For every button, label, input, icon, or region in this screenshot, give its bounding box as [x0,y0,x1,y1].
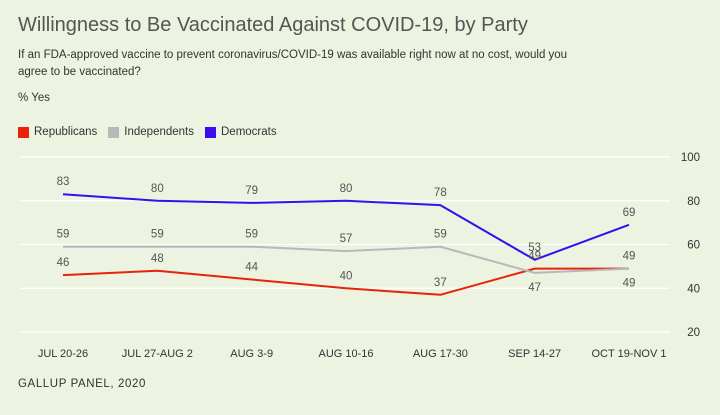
series-line-independents [63,245,630,274]
data-label-republicans-3: 40 [340,270,353,282]
legend-label-democrats: Democrats [221,126,277,138]
legend: Republicans Independents Democrats [18,126,288,138]
series-line-democrats [62,193,630,261]
y-tick-label-40: 40 [687,283,700,295]
y-tick-label-100: 100 [681,152,700,164]
legend-item-democrats: Democrats [205,126,277,138]
x-tick-label-2: AUG 3-9 [230,348,273,360]
data-label-democrats-0: 83 [57,176,70,188]
x-tick-label-4: AUG 17-30 [413,348,468,360]
data-label-republicans-2: 44 [245,262,258,274]
chart-title: Willingness to Be Vaccinated Against COV… [18,14,528,36]
chart-subtitle: If an FDA-approved vaccine to prevent co… [18,49,568,78]
data-label-independents-3: 57 [340,233,353,245]
legend-item-independents: Independents [108,126,194,138]
data-label-independents-1: 59 [151,229,164,241]
unit-label: % Yes [18,92,50,104]
data-label-independents-5: 47 [528,282,541,294]
data-label-republicans-1: 48 [151,253,164,265]
y-tick-label-60: 60 [687,240,700,252]
data-label-republicans-6: 49 [623,251,636,263]
y-tick-label-80: 80 [687,196,700,208]
series-line-republicans [62,267,629,296]
x-tick-label-3: AUG 10-16 [318,348,373,360]
legend-item-republicans: Republicans [18,126,97,138]
data-label-independents-4: 59 [434,229,447,241]
data-label-independents-2: 59 [245,229,258,241]
data-label-democrats-1: 80 [151,183,164,195]
x-tick-label-0: JUL 20-26 [38,348,88,360]
data-label-democrats-6: 69 [623,207,636,219]
legend-swatch-independents [108,126,120,138]
legend-swatch-democrats [205,126,216,138]
data-label-independents-0: 59 [57,229,70,241]
data-label-democrats-3: 80 [340,183,353,195]
data-label-democrats-5: 53 [528,242,541,254]
data-label-republicans-0: 46 [57,257,70,269]
legend-label-independents: Independents [124,126,194,138]
data-label-democrats-2: 79 [245,185,258,197]
x-tick-label-1: JUL 27-AUG 2 [122,348,193,360]
legend-label-republicans: Republicans [34,126,98,138]
data-label-republicans-4: 37 [434,277,447,289]
x-tick-label-6: OCT 19-NOV 1 [592,348,667,360]
data-label-democrats-4: 78 [434,187,447,199]
data-label-republicans-5: 49 [528,251,541,263]
x-tick-label-5: SEP 14-27 [508,348,561,360]
y-tick-label-20: 20 [687,327,700,339]
legend-swatch-republicans [18,126,29,138]
data-label-independents-6: 49 [623,278,636,290]
source-note: GALLUP PANEL, 2020 [18,378,147,390]
